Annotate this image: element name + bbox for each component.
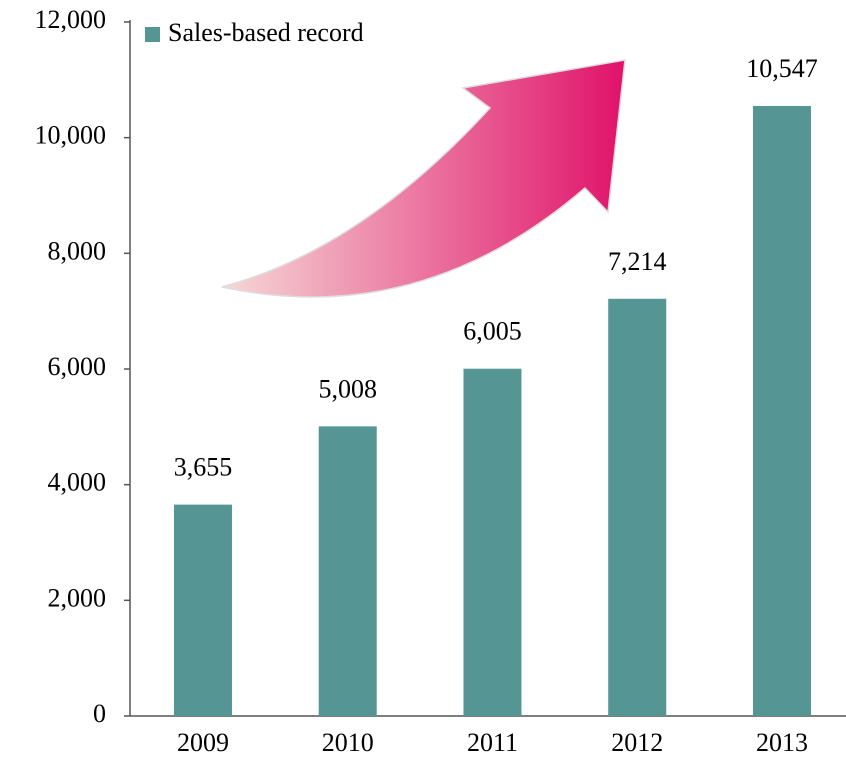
bar [174,505,232,716]
chart: 0 2,000 4,000 6,000 8,000 10,000 12,000 Sales-b… [0,0,846,760]
bar [319,426,377,716]
x-tick-label: 2012 [611,728,663,757]
legend-label: Sales-based record [168,18,364,47]
decorative-arrow [222,60,625,297]
x-tick-label: 2010 [322,728,374,757]
x-tick-label: 2011 [467,728,518,757]
bar [608,299,666,716]
y-tick-label: 8,000 [48,236,107,265]
data-label: 7,214 [608,247,667,276]
y-tick-label: 0 [93,699,106,728]
data-label: 6,005 [463,317,522,346]
y-tick-label: 10,000 [35,121,107,150]
legend-marker [145,27,160,42]
y-tick-label: 4,000 [48,468,107,497]
data-label: 5,008 [318,374,377,403]
data-label: 10,547 [746,54,818,83]
x-tick-label: 2009 [177,728,229,757]
bar [463,369,521,716]
bar [753,106,811,716]
data-label: 3,655 [174,453,233,482]
y-tick-label: 6,000 [48,352,107,381]
x-tick-label: 2013 [756,728,808,757]
y-tick-label: 2,000 [48,583,107,612]
y-tick-label: 12,000 [35,5,107,34]
